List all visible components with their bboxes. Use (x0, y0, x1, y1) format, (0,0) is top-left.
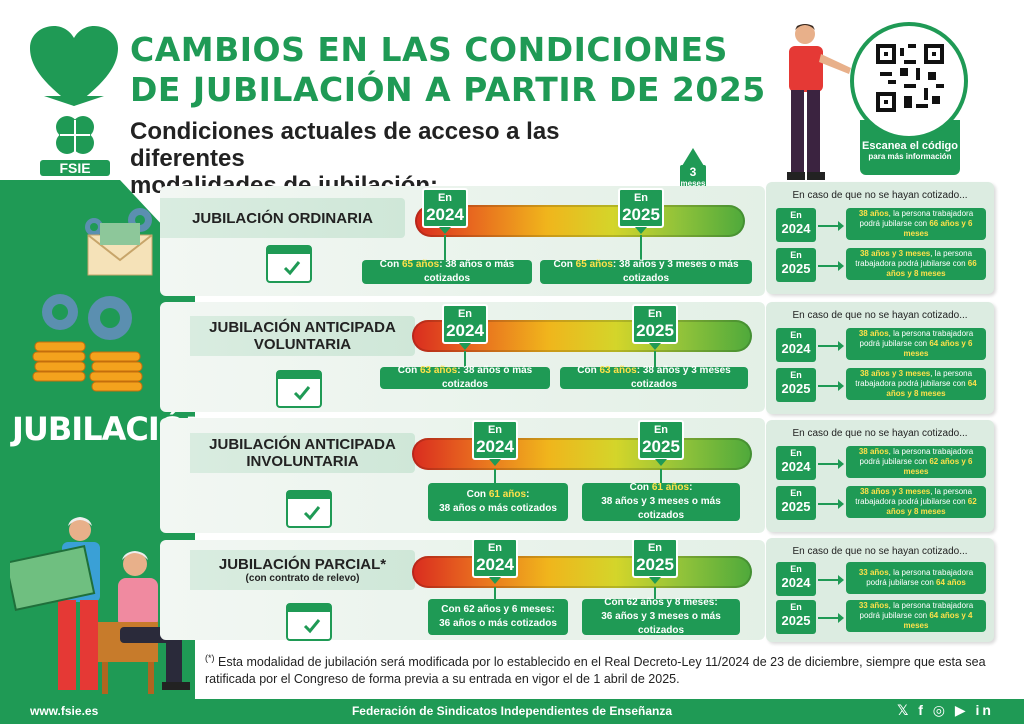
condition-2025-involuntaria: Con 61 años: 38 años y 3 meses o más cot… (582, 482, 740, 521)
person-illustration-icon (787, 24, 851, 180)
stem (444, 235, 446, 260)
tag-2024-ordinaria: En 2024 (422, 188, 468, 234)
calendar-icon (276, 370, 322, 408)
progress-bar-parcial (412, 556, 752, 588)
footnote: (*) Esta modalidad de jubilación será mo… (205, 653, 986, 687)
side-box-involuntaria: En caso de que no se hayan cotizado... E… (766, 420, 994, 532)
stem (494, 587, 496, 599)
tag-2025-involuntaria: En 2025 (638, 420, 684, 466)
heart-logo-icon (30, 26, 118, 106)
stem (654, 351, 656, 367)
tag-2025-voluntaria: En 2025 (632, 304, 678, 350)
stem (660, 469, 662, 483)
page-title: CAMBIOS EN LAS CONDICIONES DE JUBILACIÓN… (130, 30, 766, 109)
tag-2024-voluntaria: En 2024 (442, 304, 488, 350)
clover-logo-icon (56, 116, 94, 154)
tag-2024-parcial: En 2024 (472, 538, 518, 584)
condition-2024-parcial: Con 62 años y 6 meses: 36 años o más cot… (428, 599, 568, 635)
stem (640, 235, 642, 260)
social-icons[interactable]: 𝕏 f ◎ ▶ in (897, 702, 994, 718)
section-title: JUBILACIÓN (12, 410, 212, 448)
calendar-icon (286, 603, 332, 641)
side-box-voluntaria: En caso de que no se hayan cotizado... E… (766, 302, 994, 414)
tag-2025-ordinaria: En 2025 (618, 188, 664, 234)
condition-2025-voluntaria: Con 63 años: 38 años y 3 meses cotizados (560, 365, 748, 390)
tag-2024-involuntaria: En 2024 (472, 420, 518, 466)
stem (494, 469, 496, 483)
row-title-ordinaria: JUBILACIÓN ORDINARIA (160, 198, 405, 238)
row-title-parcial: JUBILACIÓN PARCIAL* (con contrato de rele… (190, 550, 415, 590)
stem (464, 351, 466, 367)
arrow-up-icon (682, 148, 704, 166)
seniors-illustration-icon (10, 517, 190, 694)
side-box-parcial: En caso de que no se hayan cotizado... E… (766, 538, 994, 642)
footer-bar: www.fsie.es Federación de Sindicatos Ind… (0, 699, 1024, 724)
progress-bar-involuntaria (412, 438, 752, 470)
organization-name: Federación de Sindicatos Independientes … (351, 704, 673, 718)
condition-2025-parcial: Con 62 años y 8 meses: 36 años y 3 meses… (582, 597, 740, 636)
coins-gears-icon (32, 294, 143, 392)
row-title-involuntaria: JUBILACIÓN ANTICIPADA INVOLUNTARIA (190, 433, 415, 473)
condition-2024-voluntaria: Con 63 años: 38 años o más cotizados (380, 365, 550, 390)
money-envelope-icon (85, 208, 153, 276)
condition-2024-ordinaria: Con 65 años: 38 años o más cotizados (362, 259, 532, 284)
condition-2024-involuntaria: Con 61 años: 38 años o más cotizados (428, 483, 568, 521)
side-box-ordinaria: En caso de que no se hayan cotizado... E… (766, 182, 994, 294)
calendar-icon (286, 490, 332, 528)
progress-bar-ordinaria (415, 205, 745, 237)
qr-code-icon[interactable] (876, 44, 944, 112)
condition-2025-ordinaria: Con 65 años: 38 años y 3 meses o más cot… (540, 259, 752, 284)
calendar-icon (266, 245, 312, 283)
row-title-voluntaria: JUBILACIÓN ANTICIPADA VOLUNTARIA (190, 316, 415, 356)
website-link[interactable]: www.fsie.es (30, 704, 99, 718)
brand-label: FSIE (40, 160, 110, 176)
tag-2025-parcial: En 2025 (632, 538, 678, 584)
stem (654, 587, 656, 599)
